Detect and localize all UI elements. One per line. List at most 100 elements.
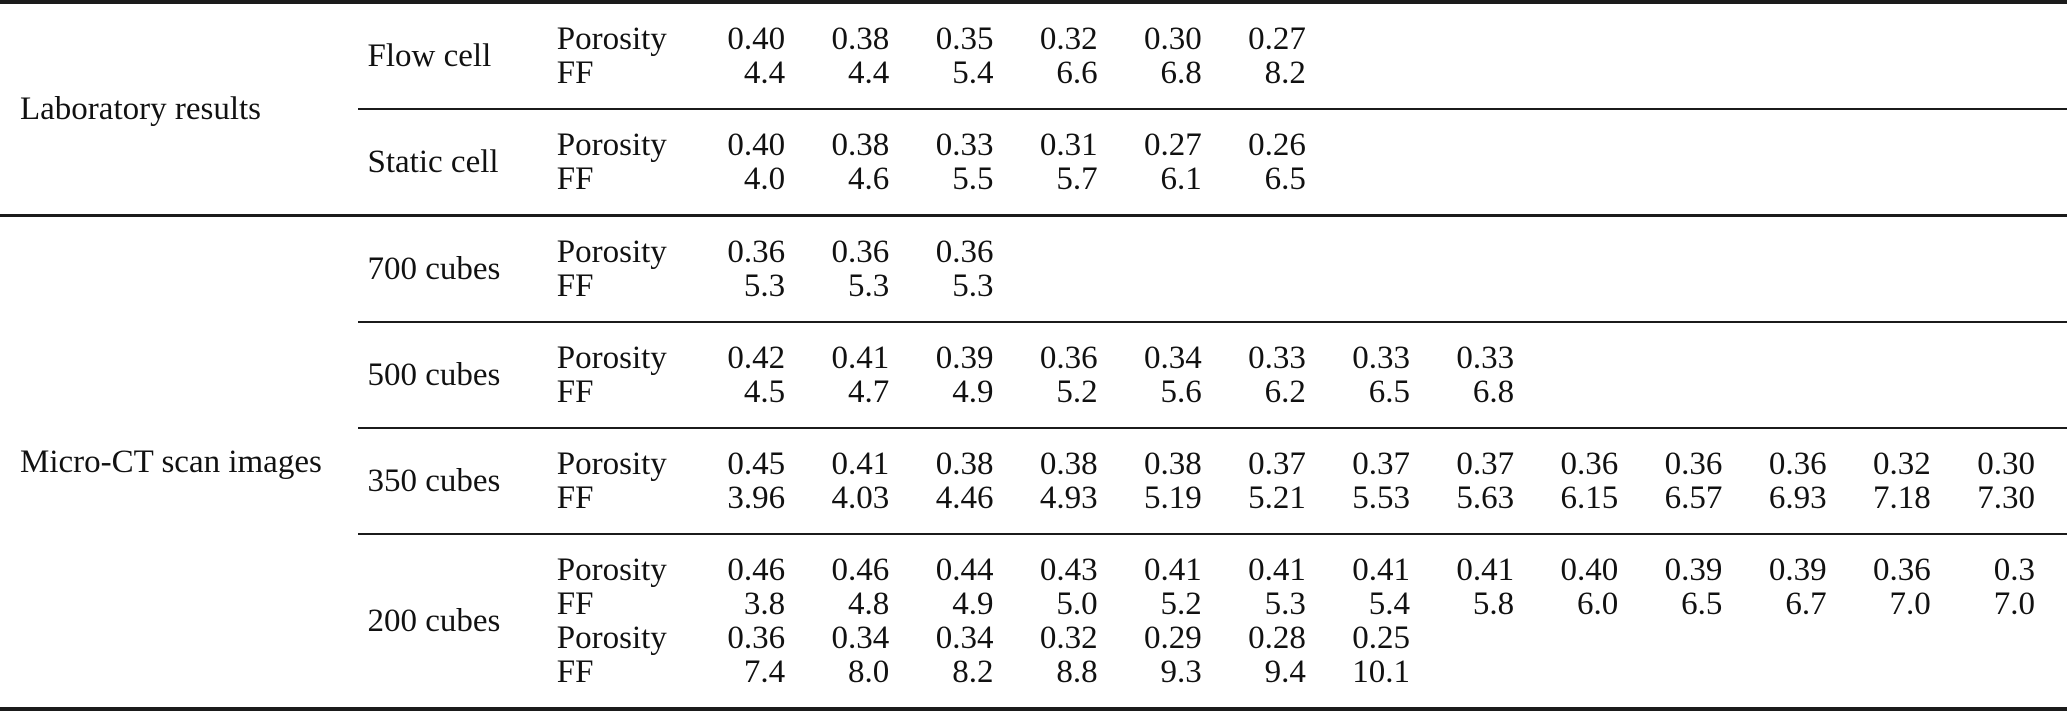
value-cell: 5.2: [1160, 587, 1202, 621]
empty-cell: [1546, 321, 1651, 375]
param-label-porosity: Porosity: [550, 427, 714, 481]
empty-cell: [1963, 162, 2067, 216]
param-label-porosity: Porosity: [550, 533, 714, 587]
value-cell: 5.2: [1056, 375, 1098, 410]
value-cell: 0.34: [1129, 321, 1234, 375]
empty-cell: [1129, 214, 1234, 269]
empty-cell: [1962, 321, 2067, 375]
param-label-ff: FF: [556, 481, 594, 516]
empty-cell: [1233, 214, 1338, 269]
empty-cell: [1859, 2, 1963, 56]
table-row: Porosity 0.36 0.34 0.34 0.32 0.29 0.28 0.25: [0, 621, 2067, 655]
value-cell: 0.41: [1442, 533, 1547, 587]
empty-cell: [1650, 214, 1755, 269]
value-cell: 4.4: [848, 56, 890, 91]
value-cell: 6.0: [1577, 587, 1619, 621]
section-label-micro-ct-scan-images: Micro-CT scan images: [0, 214, 358, 709]
empty-cell: [1025, 269, 1129, 322]
table-row: FF 3.96 4.03 4.46 4.93 5.19 5.21 5.53 5.63 6.15 6.…: [0, 481, 2067, 534]
param-label-porosity: Porosity: [556, 621, 667, 655]
value-cell: 0.32: [1039, 21, 1098, 56]
value-cell: 0.26: [1233, 108, 1338, 162]
value-cell: 7.4: [743, 655, 786, 690]
value-cell: 0.38: [1025, 427, 1130, 481]
empty-cell: [1650, 56, 1754, 109]
empty-cell: [1650, 621, 1754, 655]
value-cell: 0.32: [1039, 621, 1098, 655]
value-cell: 7.18: [1872, 481, 1931, 516]
empty-cell: [1442, 2, 1546, 56]
value-cell: 5.53: [1352, 481, 1410, 516]
empty-cell: [1650, 269, 1754, 322]
empty-cell: [1754, 2, 1858, 56]
value-cell: 0.41: [1129, 533, 1234, 587]
value-cell: 0.3: [1962, 533, 2067, 587]
value-cell: 4.7: [848, 375, 890, 410]
value-cell: 4.9: [952, 587, 994, 621]
empty-cell: [1442, 162, 1546, 216]
empty-cell: [1234, 269, 1338, 322]
value-cell: 5.3: [1264, 587, 1306, 621]
value-cell: 0.37: [1233, 427, 1338, 481]
value-cell: 0.44: [921, 533, 1026, 587]
value-cell: 5.19: [1143, 481, 1202, 516]
param-label-ff: FF: [556, 587, 594, 621]
value-cell: 0.36: [727, 621, 786, 655]
empty-cell: [1338, 162, 1442, 216]
value-cell: 4.0: [743, 162, 786, 197]
value-cell: 4.93: [1039, 481, 1098, 516]
value-cell: 6.93: [1768, 481, 1827, 516]
value-cell: 7.30: [1977, 481, 2035, 516]
value-cell: 6.8: [1472, 375, 1515, 410]
value-cell: 7.0: [1889, 587, 1931, 621]
value-cell: 5.63: [1456, 481, 1515, 516]
value-cell: 5.4: [952, 56, 994, 91]
value-cell: 0.46: [713, 533, 818, 587]
empty-cell: [1338, 56, 1442, 109]
table-row: Micro-CT scan images 700 cubes Porosity 0.3…: [0, 214, 2067, 709]
value-cell: 8.0: [848, 655, 890, 690]
empty-cell: [1650, 162, 1754, 216]
value-cell: 0.31: [1025, 108, 1130, 162]
value-cell: 6.5: [1264, 162, 1306, 197]
value-cell: 4.5: [743, 375, 786, 410]
empty-cell: [1546, 214, 1651, 269]
value-cell: 0.27: [1248, 21, 1306, 56]
empty-cell: [1650, 108, 1755, 162]
value-cell: 5.21: [1248, 481, 1306, 516]
value-cell: 5.6: [1160, 375, 1202, 410]
table-row: 200 cubes Porosity 0.46 0.46 0.44 0.43 0.41 0.4…: [0, 533, 2067, 709]
value-cell: 8.2: [1264, 56, 1306, 91]
group-label-static-cell: Static cell: [357, 108, 551, 216]
value-cell: 6.6: [1056, 56, 1098, 91]
value-cell: 0.46: [817, 533, 922, 587]
empty-cell: [1963, 56, 2067, 109]
empty-cell: [1650, 321, 1755, 375]
empty-cell: [1962, 214, 2067, 269]
empty-cell: [1754, 108, 1859, 162]
empty-cell: [1546, 2, 1650, 56]
empty-cell: [1442, 108, 1547, 162]
param-label-ff: FF: [556, 655, 594, 690]
value-cell: 5.3: [743, 269, 786, 304]
value-cell: 5.5: [952, 162, 994, 197]
empty-cell: [1859, 375, 1963, 428]
param-label-ff: FF: [556, 162, 594, 197]
empty-cell: [1546, 108, 1651, 162]
empty-cell: [1546, 56, 1650, 109]
empty-cell: [1546, 269, 1650, 322]
value-cell: 0.39: [921, 321, 1026, 375]
value-cell: 0.36: [921, 214, 1026, 269]
table-row: 350 cubes Porosity 0.45 0.41 0.38 0.38 0.38 0.3…: [0, 427, 2067, 534]
value-cell: 6.8: [1160, 56, 1202, 91]
table-row: FF 4.5 4.7 4.9 5.2 5.6 6.2 6.5 6.8: [0, 375, 2067, 428]
value-cell: 0.41: [817, 321, 922, 375]
value-cell: 0.45: [713, 427, 818, 481]
value-cell: 0.36: [1025, 321, 1130, 375]
value-cell: 4.46: [935, 481, 994, 516]
value-cell: 0.37: [1442, 427, 1547, 481]
value-cell: 0.33: [921, 108, 1026, 162]
param-label-porosity: Porosity: [556, 21, 667, 56]
